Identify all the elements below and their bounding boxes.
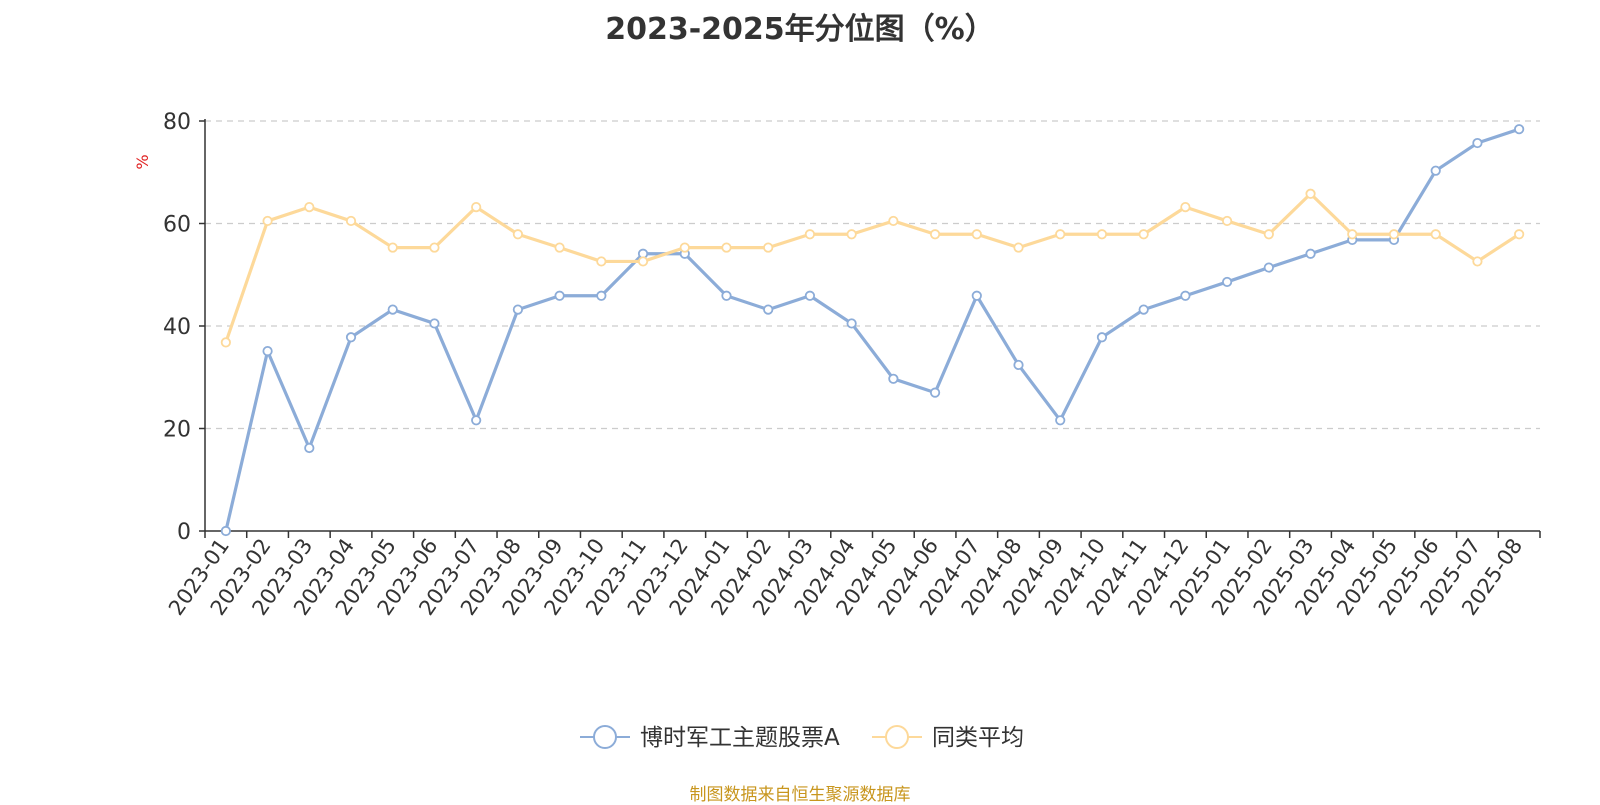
series-line-2 bbox=[224, 192, 1521, 343]
data-point[interactable] bbox=[387, 242, 398, 253]
data-point[interactable] bbox=[1180, 290, 1191, 301]
data-point[interactable] bbox=[888, 215, 899, 227]
gridlines bbox=[205, 120, 1540, 430]
y-axis-label: % bbox=[133, 154, 152, 169]
data-point[interactable] bbox=[1305, 248, 1316, 259]
data-point[interactable] bbox=[262, 215, 273, 227]
data-point[interactable] bbox=[679, 242, 690, 253]
data-point[interactable] bbox=[1138, 304, 1149, 315]
series-line-1 bbox=[224, 127, 1520, 532]
legend-label-1[interactable]: 博时军工主题股票A bbox=[640, 725, 840, 751]
data-point[interactable] bbox=[929, 387, 941, 398]
data-point[interactable] bbox=[1263, 229, 1274, 240]
data-point[interactable] bbox=[763, 242, 774, 253]
axes bbox=[199, 119, 1541, 538]
data-point[interactable] bbox=[220, 525, 231, 537]
data-point[interactable] bbox=[1222, 215, 1233, 227]
data-point[interactable] bbox=[429, 242, 440, 253]
data-point[interactable] bbox=[345, 215, 357, 227]
data-point[interactable] bbox=[512, 229, 523, 240]
data-point[interactable] bbox=[471, 415, 482, 426]
data-point[interactable] bbox=[262, 346, 273, 357]
data-point[interactable] bbox=[846, 318, 857, 329]
data-point[interactable] bbox=[763, 304, 774, 315]
data-point[interactable] bbox=[1138, 229, 1149, 240]
source-note: 制图数据来自恒生聚源数据库 bbox=[689, 785, 911, 805]
legend-label-2[interactable]: 同类平均 bbox=[932, 725, 1024, 751]
data-point[interactable] bbox=[1013, 359, 1024, 371]
data-point[interactable] bbox=[1388, 229, 1400, 240]
data-point[interactable] bbox=[721, 290, 732, 301]
data-point[interactable] bbox=[1430, 229, 1441, 240]
data-point[interactable] bbox=[929, 229, 941, 240]
data-point[interactable] bbox=[971, 229, 982, 240]
data-point[interactable] bbox=[1263, 262, 1274, 273]
data-point[interactable] bbox=[1055, 229, 1066, 240]
data-point[interactable] bbox=[1096, 332, 1108, 343]
data-point[interactable] bbox=[512, 304, 523, 315]
y-tick-label: 20 bbox=[163, 418, 191, 443]
chart-title: 2023-2025年分位图（%） bbox=[605, 12, 995, 47]
data-point[interactable] bbox=[345, 332, 357, 343]
y-tick-label: 40 bbox=[163, 315, 191, 340]
data-point[interactable] bbox=[1055, 415, 1066, 426]
y-tick-label: 80 bbox=[163, 110, 191, 135]
data-point[interactable] bbox=[1305, 188, 1316, 199]
data-point[interactable] bbox=[721, 242, 732, 253]
data-point[interactable] bbox=[1013, 242, 1024, 253]
data-point[interactable] bbox=[429, 318, 440, 329]
data-point[interactable] bbox=[387, 304, 398, 315]
y-tick-label: 60 bbox=[163, 213, 191, 238]
data-point[interactable] bbox=[1180, 202, 1191, 213]
data-point[interactable] bbox=[304, 202, 315, 213]
data-point[interactable] bbox=[554, 242, 565, 253]
data-point[interactable] bbox=[596, 290, 607, 301]
data-point[interactable] bbox=[804, 229, 816, 240]
data-point[interactable] bbox=[1514, 229, 1525, 240]
data-point[interactable] bbox=[1514, 124, 1525, 135]
data-point[interactable] bbox=[637, 256, 649, 267]
data-point[interactable] bbox=[971, 290, 982, 301]
legend[interactable]: 博时军工主题股票A 同类平均 bbox=[580, 725, 1024, 751]
legend-marker-2[interactable] bbox=[885, 725, 909, 749]
data-point[interactable] bbox=[596, 256, 607, 267]
series-lines bbox=[220, 124, 1525, 537]
data-point[interactable] bbox=[304, 442, 315, 454]
data-point[interactable] bbox=[1472, 137, 1483, 149]
data-point[interactable] bbox=[220, 337, 231, 348]
data-point[interactable] bbox=[1347, 229, 1358, 240]
data-point[interactable] bbox=[471, 202, 482, 213]
y-tick-label: 0 bbox=[177, 520, 191, 545]
data-point[interactable] bbox=[1430, 165, 1441, 176]
data-point[interactable] bbox=[1472, 256, 1483, 267]
data-point[interactable] bbox=[846, 229, 857, 240]
data-point[interactable] bbox=[1222, 276, 1233, 288]
data-point[interactable] bbox=[888, 373, 899, 384]
data-point[interactable] bbox=[554, 290, 565, 301]
line-chart: 020406080%2023-012023-022023-032023-0420… bbox=[133, 110, 1541, 751]
data-point[interactable] bbox=[804, 290, 816, 301]
data-point[interactable] bbox=[1096, 229, 1108, 240]
legend-marker-1[interactable] bbox=[593, 725, 617, 749]
